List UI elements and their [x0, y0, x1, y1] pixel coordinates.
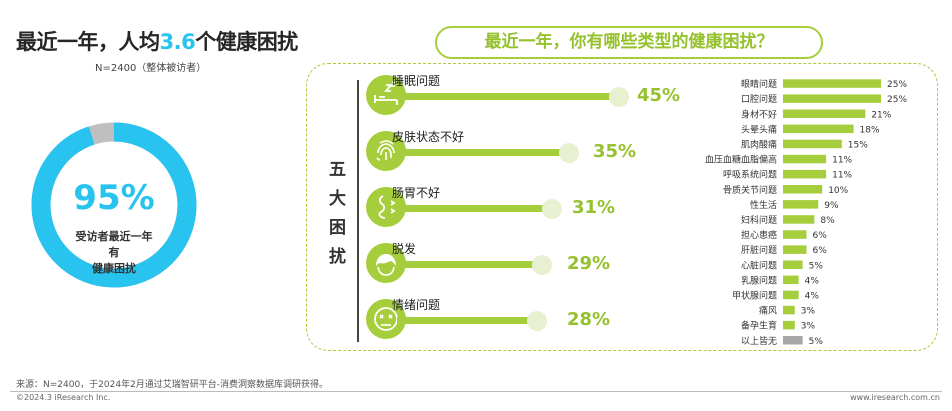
top-item-dot	[559, 143, 579, 163]
bar	[783, 320, 795, 330]
top-item-bar	[397, 317, 537, 324]
bar-value-label: 10%	[828, 186, 848, 196]
vertical-label-char: 扰	[329, 247, 346, 267]
bar-category-label: 备孕生育	[741, 320, 777, 332]
bar	[783, 275, 799, 285]
bar-value-label: 6%	[813, 246, 828, 256]
footer-copyright: ©2024.3 iResearch Inc.	[16, 393, 111, 402]
bar-value-label: 18%	[860, 125, 880, 135]
bar	[783, 109, 866, 118]
donut-chart	[31, 122, 197, 288]
bar	[783, 185, 823, 194]
bar	[783, 139, 842, 149]
bar-value-label: 6%	[813, 231, 828, 241]
bar	[783, 169, 827, 179]
bar-category-label: 担心患癌	[741, 229, 777, 241]
bar-category-label: 血压血糖血脂偏高	[705, 154, 777, 166]
top-item-value: 45%	[637, 85, 681, 106]
donut-value-arc	[31, 122, 197, 288]
donut-caption-line2: 健康困扰	[92, 262, 136, 275]
top-item-value: 28%	[567, 309, 611, 330]
bar-category-label: 骨质关节问题	[723, 184, 777, 196]
top-item-label: 脱发	[392, 242, 417, 256]
top-item-bar	[397, 93, 619, 100]
health-issues-bar-chart: 眼睛问题 25% 口腔问题 25% 身材不好 21% 头晕头痛 18% 肌肉酸痛 15% 血压血糖血…	[705, 78, 907, 346]
top-item-value: 31%	[572, 197, 616, 218]
bar	[783, 200, 819, 209]
bar-category-label: 性生活	[750, 199, 777, 211]
top-item-bar	[397, 149, 569, 156]
top-item-dot	[527, 311, 547, 331]
bar	[783, 230, 807, 239]
footer-source: 来源：N=2400，于2024年2月通过艾瑞智研平台-消费洞察数据库调研获得。	[16, 380, 329, 390]
bar-value-label: 3%	[801, 307, 816, 317]
bar-category-label: 乳腺问题	[741, 274, 777, 286]
bar-category-label: 眼睛问题	[741, 78, 777, 90]
bar	[783, 260, 803, 269]
bar-value-label: 4%	[805, 291, 820, 301]
top-item-label: 睡眠问题	[392, 74, 441, 88]
title-number: 3.6	[159, 30, 196, 54]
bar-value-label: 4%	[805, 276, 820, 286]
top-item-label: 皮肤状态不好	[392, 130, 465, 144]
left-subtitle: N=2400（整体被访者）	[95, 63, 207, 74]
bar-category-label: 肝脏问题	[741, 244, 777, 256]
bar-value-label: 11%	[832, 156, 852, 166]
top-item-dot	[542, 199, 562, 219]
bar-category-label: 头晕头痛	[741, 123, 777, 135]
bar-value-label: 9%	[824, 201, 839, 211]
donut-caption-line1: 受访者最近一年有	[75, 230, 153, 259]
donut-percent: 95%	[73, 178, 155, 218]
bar	[783, 79, 881, 88]
bar	[783, 154, 827, 164]
bar	[783, 305, 795, 315]
bar	[783, 336, 803, 345]
footer-divider	[10, 391, 942, 392]
bar-value-label: 5%	[809, 337, 824, 346]
bar-value-label: 25%	[887, 80, 907, 90]
bar	[783, 215, 815, 224]
top-item-value: 29%	[567, 253, 611, 274]
left-title: 最近一年，人均3.6个健康困扰	[16, 30, 298, 54]
bar-category-label: 呼吸系统问题	[723, 169, 777, 181]
bar-category-label: 肌肉酸痛	[741, 138, 777, 150]
bar-category-label: 身材不好	[741, 108, 777, 120]
top-item-dot	[532, 255, 552, 275]
vertical-label-char: 大	[329, 189, 346, 209]
question-title: 最近一年，你有哪些类型的健康困扰？	[435, 26, 823, 59]
vertical-label-char: 困	[329, 218, 346, 238]
top-item-label: 情绪问题	[392, 298, 441, 312]
bar-value-label: 25%	[887, 95, 907, 105]
bar-value-label: 3%	[801, 322, 816, 332]
bar	[783, 124, 854, 134]
vertical-label-char: 五	[329, 160, 346, 180]
bar-category-label: 痛风	[759, 305, 777, 317]
bar-category-label: 妇科问题	[741, 214, 777, 226]
top-item-bar	[397, 205, 552, 212]
bar	[783, 245, 807, 254]
bar-category-label: 心脏问题	[741, 259, 777, 271]
top-item-label: 肠胃不好	[392, 186, 441, 200]
bar-value-label: 5%	[809, 261, 824, 271]
top-item-bar	[397, 261, 542, 268]
bar-value-label: 15%	[848, 140, 868, 150]
bar-value-label: 21%	[871, 110, 891, 120]
fingerprint-skin-icon	[366, 131, 406, 171]
top-item-dot	[609, 87, 629, 107]
top-item-value: 35%	[593, 141, 637, 162]
donut-caption: 受访者最近一年有 健康困扰	[74, 229, 154, 277]
bar	[783, 94, 881, 103]
bar-category-label: 口腔问题	[741, 93, 777, 105]
bar-category-label: 甲状腺问题	[732, 289, 777, 301]
footer-url: www.iresearch.com.cn	[850, 393, 940, 402]
bar-value-label: 11%	[832, 171, 852, 181]
bar-value-label: 8%	[820, 216, 835, 226]
vertical-divider	[357, 80, 359, 342]
survey-panel	[306, 63, 938, 351]
bar-category-label: 以上皆无	[741, 336, 777, 346]
bar	[783, 290, 799, 300]
